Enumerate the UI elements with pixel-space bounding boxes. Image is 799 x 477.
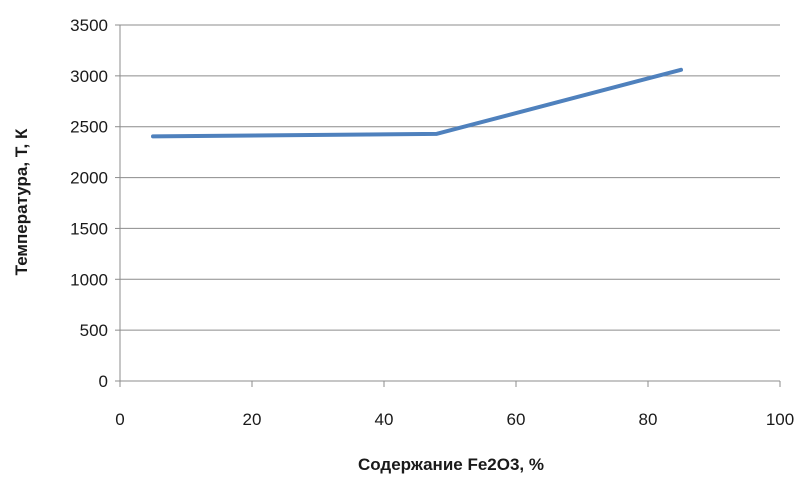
y-axis-title: Температура, Т, К bbox=[12, 128, 31, 275]
x-tick-label-40: 40 bbox=[375, 410, 394, 429]
y-tick-label-1000: 1000 bbox=[70, 270, 108, 289]
x-tick-label-80: 80 bbox=[639, 410, 658, 429]
x-tick-label-60: 60 bbox=[507, 410, 526, 429]
y-tick-labels: 0 500 1000 1500 2000 2500 3000 3500 bbox=[70, 16, 108, 391]
y-tick-label-2000: 2000 bbox=[70, 169, 108, 188]
y-tick-label-1500: 1500 bbox=[70, 219, 108, 238]
series-line-0 bbox=[151, 67, 683, 139]
series-lines bbox=[151, 67, 683, 139]
gridlines bbox=[120, 24, 780, 331]
y-tick-label-3000: 3000 bbox=[70, 67, 108, 86]
x-tick-label-100: 100 bbox=[766, 410, 794, 429]
y-tick-label-3500: 3500 bbox=[70, 16, 108, 35]
x-tick-label-20: 20 bbox=[243, 410, 262, 429]
x-tick-label-0: 0 bbox=[115, 410, 124, 429]
y-tick-label-0: 0 bbox=[99, 372, 108, 391]
x-tick-labels: 0 20 40 60 80 100 bbox=[115, 410, 794, 429]
y-tick-label-2500: 2500 bbox=[70, 118, 108, 137]
axes bbox=[115, 24, 781, 387]
x-axis-title: Содержание Fe2O3, % bbox=[358, 455, 544, 474]
y-tick-label-500: 500 bbox=[80, 321, 108, 340]
